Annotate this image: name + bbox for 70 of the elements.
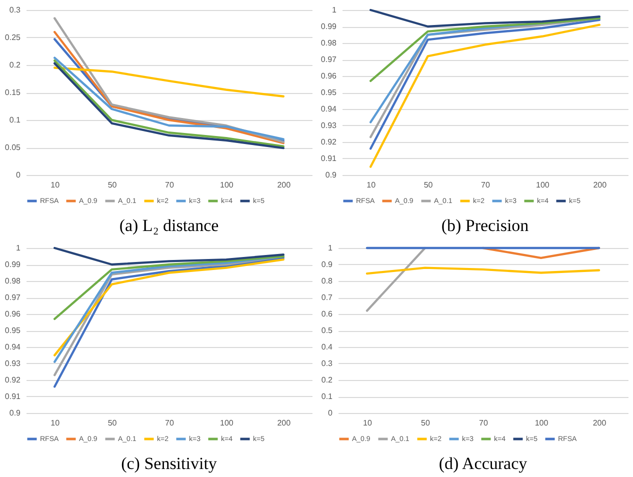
y-tick-label: 0.1 <box>321 392 334 401</box>
y-tick-label: 0.92 <box>4 376 22 384</box>
y-tick-label: 0.9 <box>325 170 338 180</box>
y-tick-label: 0.96 <box>320 72 338 80</box>
text: (a) L₂ distance <box>119 216 219 235</box>
y-tick-label: 0.2 <box>321 376 334 384</box>
line-series <box>54 246 284 266</box>
y-tick-label: 0.25 <box>4 33 22 42</box>
y-tick-label: 0.97 <box>4 293 22 302</box>
x-tick-label: 70 <box>165 180 174 190</box>
y-tick-label: 0.92 <box>320 138 338 146</box>
y-tick-label: 0 <box>328 408 334 418</box>
x-tick-label: 200 <box>277 418 292 428</box>
x-tick-label: 200 <box>592 418 607 428</box>
y-tick-label: 0.99 <box>320 22 338 31</box>
y-tick-label: 0.9 <box>9 408 22 418</box>
x-tick-label: 70 <box>479 418 488 428</box>
y-tick-label: 0.1 <box>9 116 22 124</box>
x-tick-label: 50 <box>108 418 118 428</box>
x-tick-label: 200 <box>277 180 292 190</box>
x-tick-label: 70 <box>165 418 174 428</box>
x-tick-label: 200 <box>593 180 608 190</box>
y-tick-label: 0.5 <box>321 326 334 335</box>
y-tick-label: 0.94 <box>320 104 338 114</box>
y-tick-label: 1 <box>332 6 338 14</box>
y-tick-label: 0.95 <box>4 326 22 335</box>
line-series <box>54 66 284 98</box>
y-tick-label: 0.93 <box>4 359 22 368</box>
y-tick-label: 0.05 <box>4 143 22 152</box>
y-tick-label: 0.97 <box>320 55 338 64</box>
y-tick-label: 0.4 <box>321 342 334 352</box>
y-tick-label: 0.96 <box>4 310 22 318</box>
x-tick-label: 10 <box>366 180 376 190</box>
y-tick-label: 0.7 <box>321 293 334 302</box>
x-tick-label: 10 <box>50 180 60 190</box>
y-tick-label: 0 <box>16 170 22 180</box>
y-tick-label: 0.8 <box>321 276 334 286</box>
line-series <box>370 8 600 28</box>
line-series <box>370 24 600 168</box>
y-tick-label: 0.15 <box>4 88 22 97</box>
y-tick-label: 0.93 <box>320 121 338 130</box>
y-tick-label: 0.94 <box>4 342 22 352</box>
x-tick-label: 100 <box>220 418 234 428</box>
y-tick-label: 0.91 <box>4 392 22 401</box>
x-tick-label: 50 <box>421 418 430 428</box>
x-tick-label: 10 <box>363 418 372 428</box>
y-tick-label: 0.91 <box>320 154 338 163</box>
text: (b) Precision <box>441 216 530 235</box>
y-tick-label: 0.99 <box>4 260 22 269</box>
y-tick-label: 0.6 <box>321 310 334 318</box>
y-tick-label: 0.3 <box>321 359 334 368</box>
x-tick-label: 100 <box>536 180 550 190</box>
x-tick-label: 50 <box>424 180 434 190</box>
text: (c) Sensitivity <box>121 454 218 473</box>
y-tick-label: 0.2 <box>9 60 22 70</box>
x-tick-label: 10 <box>50 418 60 428</box>
y-tick-label: 0.3 <box>9 6 22 14</box>
x-tick-label: 50 <box>108 180 118 190</box>
y-tick-label: 0.98 <box>320 38 338 48</box>
text: (d) Accuracy <box>438 454 528 473</box>
line-series <box>370 17 600 82</box>
y-tick-label: 1 <box>16 244 22 252</box>
x-tick-label: 100 <box>220 180 234 190</box>
y-tick-label: 0.9 <box>321 260 334 269</box>
line-series <box>54 255 284 320</box>
y-tick-label: 1 <box>328 244 334 252</box>
x-tick-label: 100 <box>534 418 549 428</box>
y-tick-label: 0.98 <box>4 276 22 286</box>
y-tick-label: 0.95 <box>320 88 338 97</box>
x-tick-label: 70 <box>481 180 490 190</box>
